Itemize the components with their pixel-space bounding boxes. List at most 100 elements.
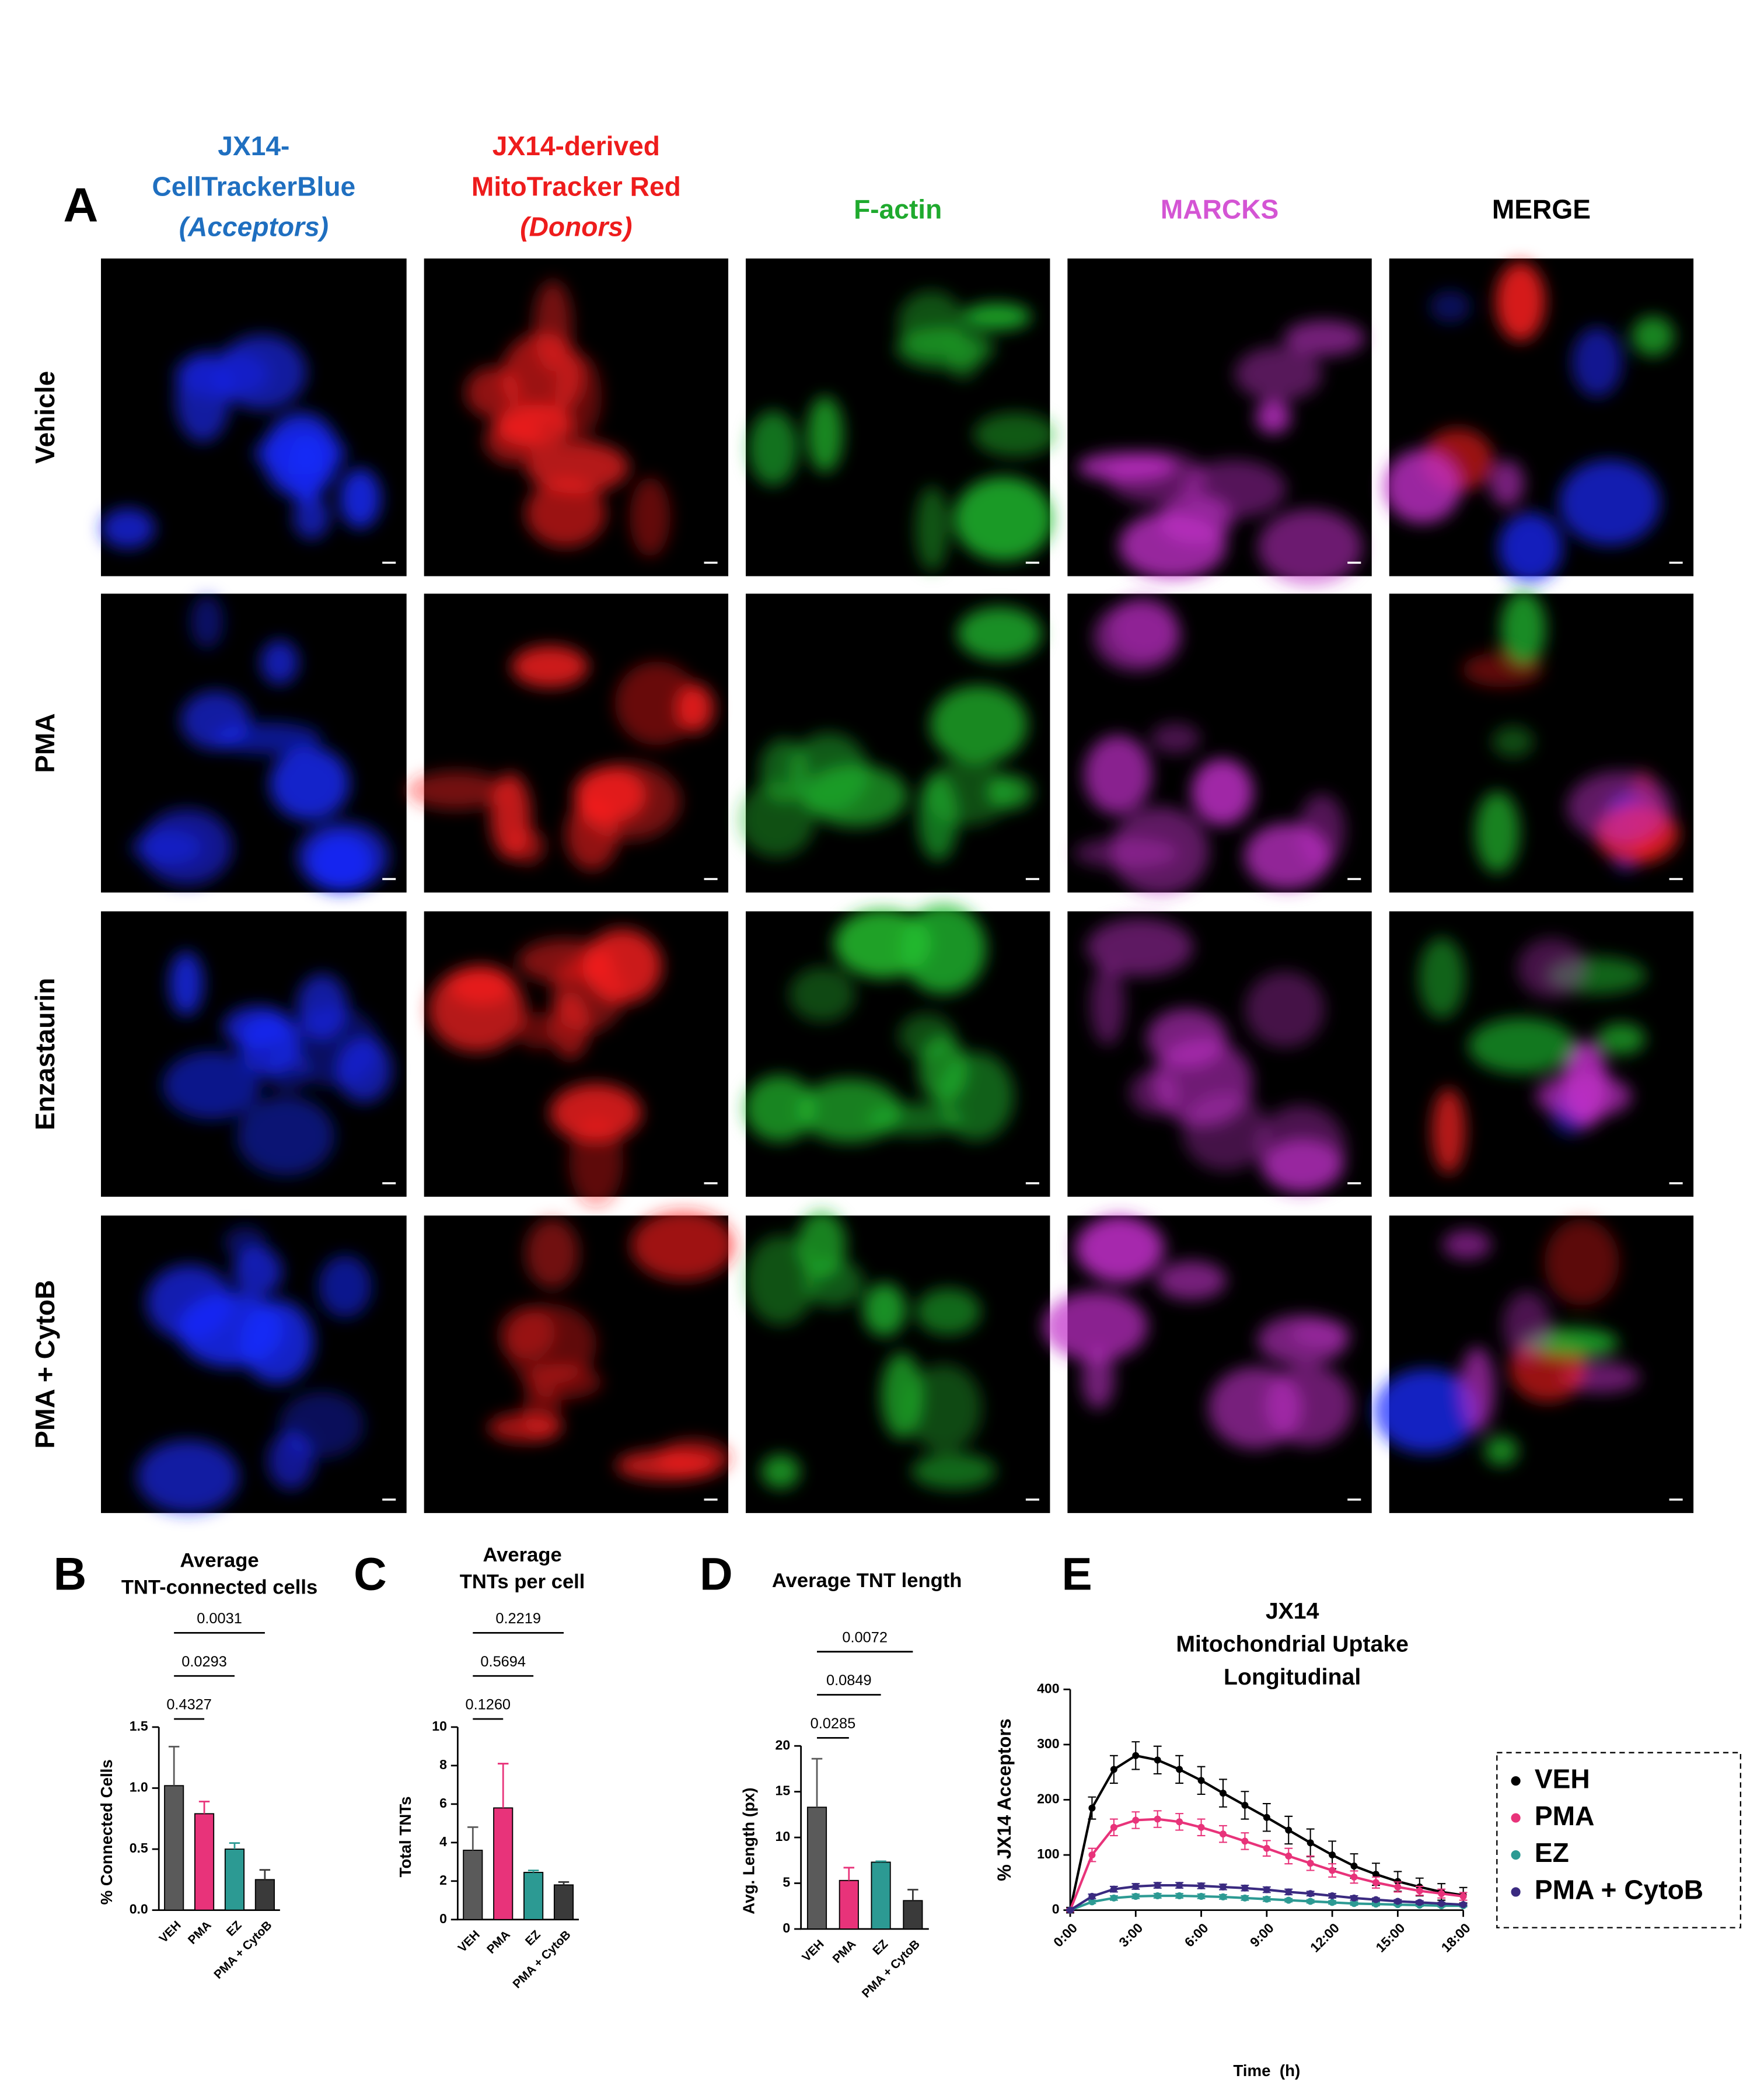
point bbox=[1459, 1901, 1467, 1909]
chart-title: Average bbox=[180, 1549, 259, 1571]
cell bbox=[1468, 1018, 1575, 1074]
chart-title: Longitudinal bbox=[1224, 1665, 1361, 1690]
y-tick-label: 1.5 bbox=[130, 1718, 148, 1734]
point bbox=[1132, 1752, 1140, 1759]
chart-title: Average bbox=[483, 1544, 561, 1566]
x-tick-label: 3:00 bbox=[1116, 1920, 1145, 1950]
cell bbox=[1094, 602, 1181, 671]
legend-marker bbox=[1511, 1813, 1521, 1823]
y-tick-label: 4 bbox=[439, 1834, 447, 1849]
p-value: 0.0849 bbox=[826, 1672, 872, 1689]
x-tick-label: VEH bbox=[799, 1937, 826, 1964]
cell bbox=[260, 640, 299, 685]
cell bbox=[917, 774, 958, 861]
cell bbox=[569, 1116, 624, 1208]
cell bbox=[233, 1246, 282, 1297]
error-bar bbox=[497, 1763, 509, 1808]
bar bbox=[164, 1785, 184, 1911]
p-value: 0.5694 bbox=[480, 1654, 526, 1670]
cell bbox=[1490, 460, 1524, 507]
point bbox=[1416, 1899, 1423, 1906]
point bbox=[1132, 1892, 1140, 1900]
chart-title: TNT-connected cells bbox=[121, 1576, 317, 1598]
legend-label: PMA bbox=[1535, 1801, 1595, 1831]
bar bbox=[839, 1879, 859, 1930]
point bbox=[1088, 1898, 1096, 1906]
bar bbox=[806, 1807, 827, 1930]
cell bbox=[789, 967, 855, 1022]
cell bbox=[175, 354, 230, 442]
point bbox=[1350, 1862, 1358, 1870]
error-bar bbox=[811, 1757, 823, 1808]
p-value: 0.0072 bbox=[842, 1629, 888, 1645]
y-tick-label: 20 bbox=[776, 1737, 791, 1752]
cell bbox=[614, 661, 699, 746]
x-tick-label: EZ bbox=[224, 1919, 244, 1939]
cell bbox=[1130, 1070, 1179, 1115]
cell bbox=[1419, 937, 1465, 1019]
cell bbox=[1256, 400, 1291, 434]
point bbox=[1219, 1790, 1227, 1797]
cell bbox=[895, 327, 994, 369]
error-bar bbox=[467, 1826, 478, 1851]
bar bbox=[493, 1807, 514, 1920]
y-tick-label: 400 bbox=[1037, 1680, 1059, 1696]
panel-a: A JX14- CellTrackerBlue (Acceptors) JX14-der… bbox=[30, 131, 1694, 1514]
y-tick-label: 5 bbox=[783, 1875, 790, 1890]
y-tick-label: 0 bbox=[1052, 1902, 1060, 1917]
chart-title: JX14 bbox=[1266, 1599, 1319, 1624]
panel-label: E bbox=[1061, 1549, 1092, 1600]
point bbox=[1110, 1885, 1117, 1893]
panel-label: D bbox=[700, 1549, 733, 1600]
panel-label: C bbox=[354, 1549, 387, 1600]
cell bbox=[1081, 1348, 1115, 1409]
cell bbox=[1111, 806, 1209, 896]
bar bbox=[254, 1879, 275, 1911]
cell bbox=[1256, 1105, 1346, 1194]
x-tick-label: PMA bbox=[186, 1919, 214, 1947]
axis bbox=[1069, 1689, 1463, 1912]
point bbox=[1154, 1882, 1161, 1889]
cell bbox=[953, 477, 1053, 561]
cell bbox=[177, 1292, 284, 1368]
cell bbox=[1500, 590, 1546, 667]
point bbox=[1372, 1871, 1379, 1878]
point bbox=[1241, 1884, 1249, 1892]
cell bbox=[511, 645, 589, 688]
micrograph-signal bbox=[131, 595, 390, 892]
cell bbox=[565, 799, 619, 871]
point bbox=[1307, 1890, 1314, 1898]
cell bbox=[916, 1288, 981, 1335]
legend-label: VEH bbox=[1535, 1763, 1590, 1794]
cell bbox=[881, 1353, 923, 1439]
point bbox=[1307, 1860, 1314, 1867]
column-header: F-actin bbox=[854, 194, 942, 224]
bar bbox=[553, 1884, 574, 1920]
cell bbox=[1182, 1092, 1269, 1171]
point bbox=[1459, 1892, 1467, 1900]
y-tick-label: 2 bbox=[439, 1872, 447, 1888]
cell bbox=[1043, 1291, 1148, 1361]
point bbox=[1154, 1815, 1161, 1823]
y-tick-label: 300 bbox=[1037, 1736, 1059, 1751]
cell bbox=[406, 771, 507, 810]
cell bbox=[1442, 1229, 1491, 1260]
cell bbox=[629, 477, 670, 557]
cell bbox=[804, 1259, 864, 1307]
micrograph-signal bbox=[465, 280, 670, 557]
y-axis-label: Total TNTs bbox=[396, 1796, 414, 1877]
cell bbox=[280, 1391, 364, 1458]
error-bar bbox=[259, 1869, 271, 1880]
cell bbox=[1245, 971, 1325, 1047]
cell bbox=[1597, 1023, 1646, 1055]
y-tick-label: 10 bbox=[432, 1718, 447, 1734]
cell bbox=[1517, 938, 1586, 998]
point bbox=[1176, 1818, 1183, 1826]
point bbox=[1263, 1886, 1270, 1893]
cell bbox=[1182, 460, 1286, 518]
y-tick-label: 6 bbox=[439, 1795, 447, 1811]
x-tick-label: VEH bbox=[156, 1919, 183, 1945]
point bbox=[1176, 1882, 1183, 1889]
point bbox=[1263, 1895, 1270, 1903]
cell bbox=[533, 280, 572, 372]
